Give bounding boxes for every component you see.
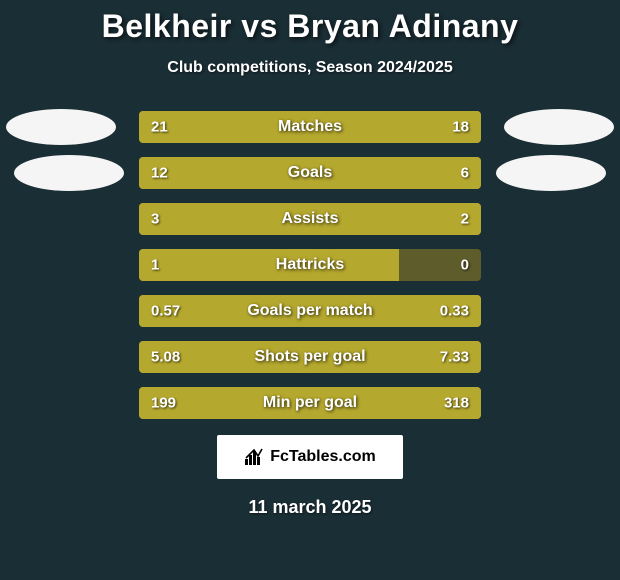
subtitle: Club competitions, Season 2024/2025 <box>0 59 620 77</box>
stat-value-right: 18 <box>452 119 469 136</box>
player2-avatar-top <box>504 109 614 145</box>
chart-icon <box>244 448 264 466</box>
stat-row: 12 Goals 6 <box>139 157 481 189</box>
stat-value-right: 7.33 <box>440 349 469 366</box>
player1-avatar-top <box>6 109 116 145</box>
stats-area: 21Matches1812Goals63Assists21Hattricks00… <box>0 111 620 419</box>
stat-row: 1 Hattricks 0 <box>139 249 481 281</box>
stat-label: Min per goal <box>263 394 357 412</box>
brand-text: FcTables.com <box>270 448 376 466</box>
stat-row: 199 Min per goal 318 <box>139 387 481 419</box>
stat-bars: 21Matches1812Goals63Assists21Hattricks00… <box>139 111 481 419</box>
stat-value-right: 318 <box>444 395 469 412</box>
stat-row: 3 Assists 2 <box>139 203 481 235</box>
stat-label: Hattricks <box>276 256 344 274</box>
stat-row: 5.08 Shots per goal 7.33 <box>139 341 481 373</box>
stat-value-right: 0.33 <box>440 303 469 320</box>
brand-badge: FcTables.com <box>217 435 403 479</box>
stat-value-left: 1 <box>151 257 159 274</box>
stat-label: Goals <box>288 164 332 182</box>
stat-label: Assists <box>282 210 339 228</box>
stat-value-left: 3 <box>151 211 159 228</box>
stat-value-left: 5.08 <box>151 349 180 366</box>
stat-label: Matches <box>278 118 342 136</box>
player1-avatar-bottom <box>14 155 124 191</box>
page-title: Belkheir vs Bryan Adinany <box>0 0 620 45</box>
stat-label: Shots per goal <box>254 348 365 366</box>
stat-value-left: 21 <box>151 119 168 136</box>
stat-value-left: 199 <box>151 395 176 412</box>
stat-value-left: 12 <box>151 165 168 182</box>
date-text: 11 march 2025 <box>0 497 620 518</box>
stat-value-right: 0 <box>461 257 469 274</box>
stat-row: 21 Matches 18 <box>139 111 481 143</box>
stat-value-right: 2 <box>461 211 469 228</box>
stat-value-left: 0.57 <box>151 303 180 320</box>
stat-value-right: 6 <box>461 165 469 182</box>
player2-avatar-bottom <box>496 155 606 191</box>
stat-label: Goals per match <box>247 302 372 320</box>
stat-bar-fill <box>139 249 399 281</box>
stat-row: 0.57 Goals per match 0.33 <box>139 295 481 327</box>
